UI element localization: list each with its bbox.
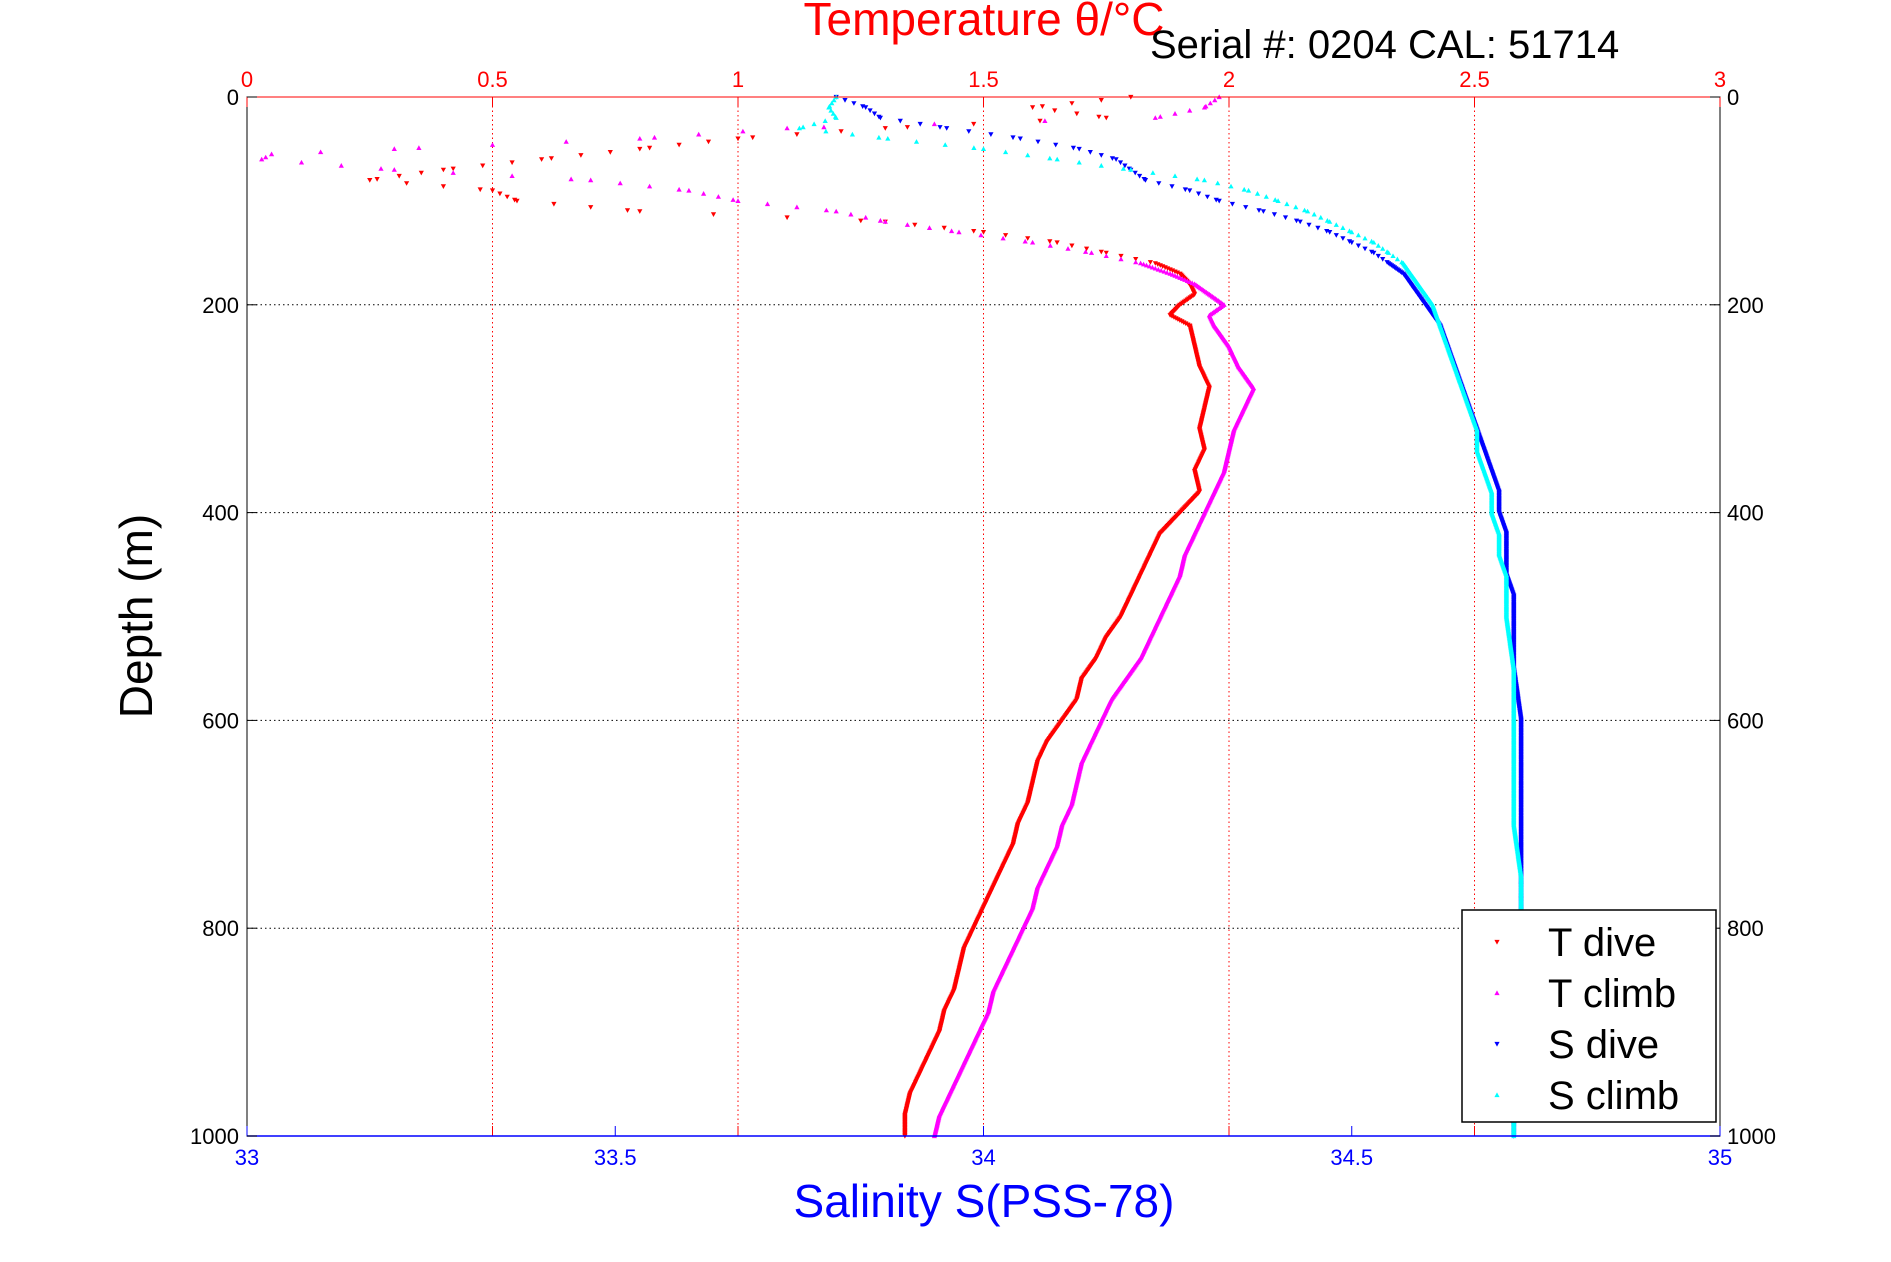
depth-tick-label-right: 0 <box>1727 85 1739 110</box>
legend: T dive T climb S dive S climb <box>1461 909 1717 1123</box>
x-axis-label: Salinity S(PSS-78) <box>794 1175 1175 1227</box>
temperature-tick-label: 1.5 <box>968 67 999 92</box>
legend-label-s-climb: S climb <box>1548 1074 1679 1118</box>
depth-tick-label-left: 400 <box>202 501 239 526</box>
legend-label-t-dive: T dive <box>1548 921 1656 965</box>
depth-tick-label-right: 600 <box>1727 708 1764 733</box>
depth-tick-label-right: 1000 <box>1727 1124 1776 1149</box>
salinity-tick-label: 33 <box>235 1145 259 1170</box>
temperature-tick-label: 0 <box>241 67 253 92</box>
temperature-tick-label: 0.5 <box>477 67 508 92</box>
legend-marker-t-dive <box>1494 939 1500 945</box>
temperature-tick-label: 3 <box>1714 67 1726 92</box>
salinity-tick-label: 34.5 <box>1330 1145 1373 1170</box>
legend-marker-s-climb <box>1494 1092 1500 1098</box>
legend-label-s-dive: S dive <box>1548 1023 1659 1067</box>
salinity-tick-label: 35 <box>1708 1145 1732 1170</box>
chart-title: Temperature θ/°C <box>804 0 1165 45</box>
depth-tick-label-left: 0 <box>227 85 239 110</box>
depth-tick-label-left: 200 <box>202 293 239 318</box>
temperature-tick-label: 2 <box>1223 67 1235 92</box>
depth-tick-label-left: 1000 <box>190 1124 239 1149</box>
legend-marker-s-dive <box>1494 1041 1500 1047</box>
salinity-tick-label: 34 <box>971 1145 995 1170</box>
depth-tick-label-right: 200 <box>1727 293 1764 318</box>
y-axis-label: Depth (m) <box>110 514 162 718</box>
legend-box <box>1461 909 1717 1123</box>
temperature-tick-label: 1 <box>732 67 744 92</box>
salinity-tick-label: 33.5 <box>594 1145 637 1170</box>
depth-tick-label-right: 800 <box>1727 916 1764 941</box>
depth-tick-label-right: 400 <box>1727 501 1764 526</box>
legend-label-t-climb: T climb <box>1548 972 1676 1016</box>
depth-tick-label-left: 800 <box>202 916 239 941</box>
legend-marker-t-climb <box>1494 990 1500 996</box>
serial-label: Serial #: 0204 CAL: 51714 <box>1150 23 1619 67</box>
temperature-tick-label: 2.5 <box>1459 67 1490 92</box>
depth-tick-label-left: 600 <box>202 708 239 733</box>
